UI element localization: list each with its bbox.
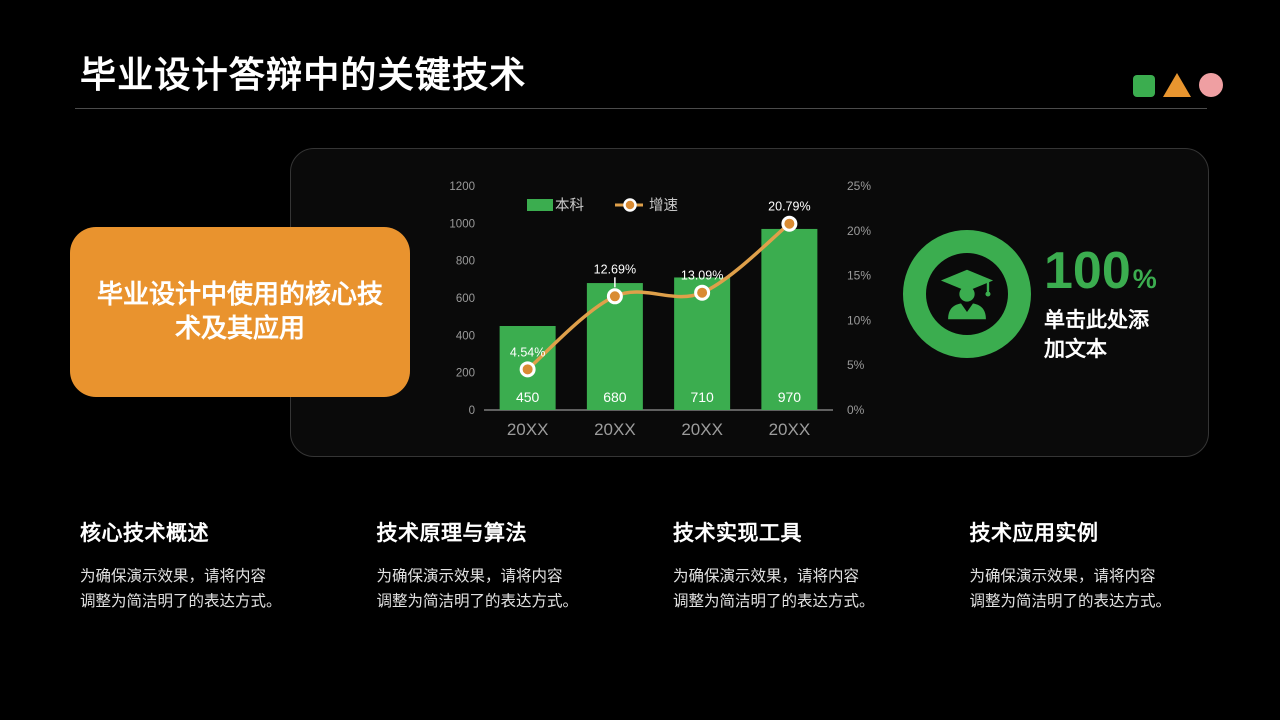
topic-columns: 核心技术概述 为确保演示效果，请将内容 调整为简洁明了的表达方式。 技术原理与算… (80, 517, 1210, 614)
circle-shape-icon (1199, 73, 1223, 97)
chart-panel: 0 200 400 600 800 1000 1200 0% 5% 10% 15% 20% 25% 450… (290, 148, 1209, 457)
svg-text:680: 680 (603, 389, 627, 405)
svg-text:1000: 1000 (449, 218, 475, 230)
svg-text:200: 200 (456, 368, 475, 380)
callout-text: 毕业设计中使用的核心技 术及其应用 (96, 279, 383, 343)
svg-text:400: 400 (456, 330, 475, 342)
svg-text:800: 800 (456, 256, 475, 268)
svg-text:25%: 25% (847, 179, 871, 193)
column-body: 为确保演示效果，请将内容 调整为简洁明了的表达方式。 (969, 568, 1172, 611)
svg-text:20XX: 20XX (594, 420, 636, 439)
add-text-placeholder[interactable]: 单击此处添 加文本 (1044, 309, 1149, 362)
chart-legend: 本科 增速 (527, 197, 678, 214)
legend-bar-swatch (527, 199, 553, 211)
svg-text:970: 970 (778, 389, 802, 405)
line-dot (781, 215, 798, 232)
svg-text:20%: 20% (847, 224, 871, 238)
x-axis-labels: 20XX 20XX 20XX 20XX (507, 420, 810, 439)
stat-unit: % (1132, 264, 1157, 294)
line-dot (694, 284, 711, 301)
legend-line-marker (623, 198, 637, 212)
graduate-icon (940, 269, 994, 320)
column-title: 技术应用实例 (969, 522, 1099, 545)
column-body: 为确保演示效果，请将内容 调整为简洁明了的表达方式。 (80, 568, 282, 611)
stat-value: 100 (1044, 242, 1131, 300)
square-shape-icon (1133, 75, 1155, 97)
svg-text:20XX: 20XX (681, 420, 723, 439)
line-dot (519, 361, 536, 378)
svg-text:20XX: 20XX (507, 420, 549, 439)
svg-text:450: 450 (516, 389, 540, 405)
svg-text:13.09%: 13.09% (681, 269, 723, 283)
topic-column-3: 技术实现工具 为确保演示效果，请将内容 调整为简洁明了的表达方式。 (673, 517, 914, 614)
triangle-shape-icon (1163, 73, 1191, 97)
line-series: 4.54% 12.69% 13.09% 20.79% (510, 200, 811, 378)
decor-shapes (1133, 73, 1223, 97)
svg-text:0%: 0% (847, 403, 865, 417)
line-dot (606, 288, 623, 305)
svg-text:10%: 10% (847, 313, 871, 327)
svg-text:600: 600 (456, 293, 475, 305)
topic-column-1: 核心技术概述 为确保演示效果，请将内容 调整为简洁明了的表达方式。 (80, 517, 321, 614)
svg-text:20XX: 20XX (769, 420, 811, 439)
column-title: 核心技术概述 (80, 522, 209, 545)
header-divider (75, 108, 1207, 109)
svg-text:0: 0 (469, 405, 475, 417)
svg-text:1200: 1200 (449, 181, 475, 193)
graduate-badge (903, 230, 1031, 358)
svg-text:本科: 本科 (555, 197, 584, 214)
bar (761, 228, 818, 410)
svg-text:15%: 15% (847, 269, 871, 283)
stat-row: 100% (1044, 245, 1214, 297)
topic-column-4: 技术应用实例 为确保演示效果，请将内容 调整为简洁明了的表达方式。 (970, 517, 1211, 614)
combo-chart: 0 200 400 600 800 1000 1200 0% 5% 10% 15% 20% 25% 450… (449, 179, 871, 439)
svg-text:20.79%: 20.79% (768, 200, 810, 214)
column-body: 为确保演示效果，请将内容 调整为简洁明了的表达方式。 (376, 568, 579, 611)
topic-column-2: 技术原理与算法 为确保演示效果，请将内容 调整为简洁明了的表达方式。 (377, 517, 618, 614)
column-title: 技术原理与算法 (376, 522, 527, 545)
svg-text:增速: 增速 (649, 197, 678, 214)
chart-right-axis: 0% 5% 10% 15% 20% 25% (847, 179, 871, 417)
column-body: 为确保演示效果，请将内容 调整为简洁明了的表达方式。 (673, 568, 875, 611)
callout-box: 毕业设计中使用的核心技 术及其应用 (70, 227, 410, 397)
growth-line (525, 221, 792, 372)
page-title: 毕业设计答辩中的关键技术 (80, 54, 527, 95)
svg-text:5%: 5% (847, 358, 865, 372)
svg-text:12.69%: 12.69% (594, 262, 636, 276)
bar-series: 450 680 710 970 (499, 228, 818, 410)
stat-block: 100% 单击此处添 加文本 (1044, 245, 1214, 365)
svg-text:4.54%: 4.54% (510, 345, 545, 359)
chart-left-axis: 0 200 400 600 800 1000 1200 (449, 181, 475, 417)
column-title: 技术实现工具 (673, 522, 802, 545)
svg-text:710: 710 (690, 389, 714, 405)
